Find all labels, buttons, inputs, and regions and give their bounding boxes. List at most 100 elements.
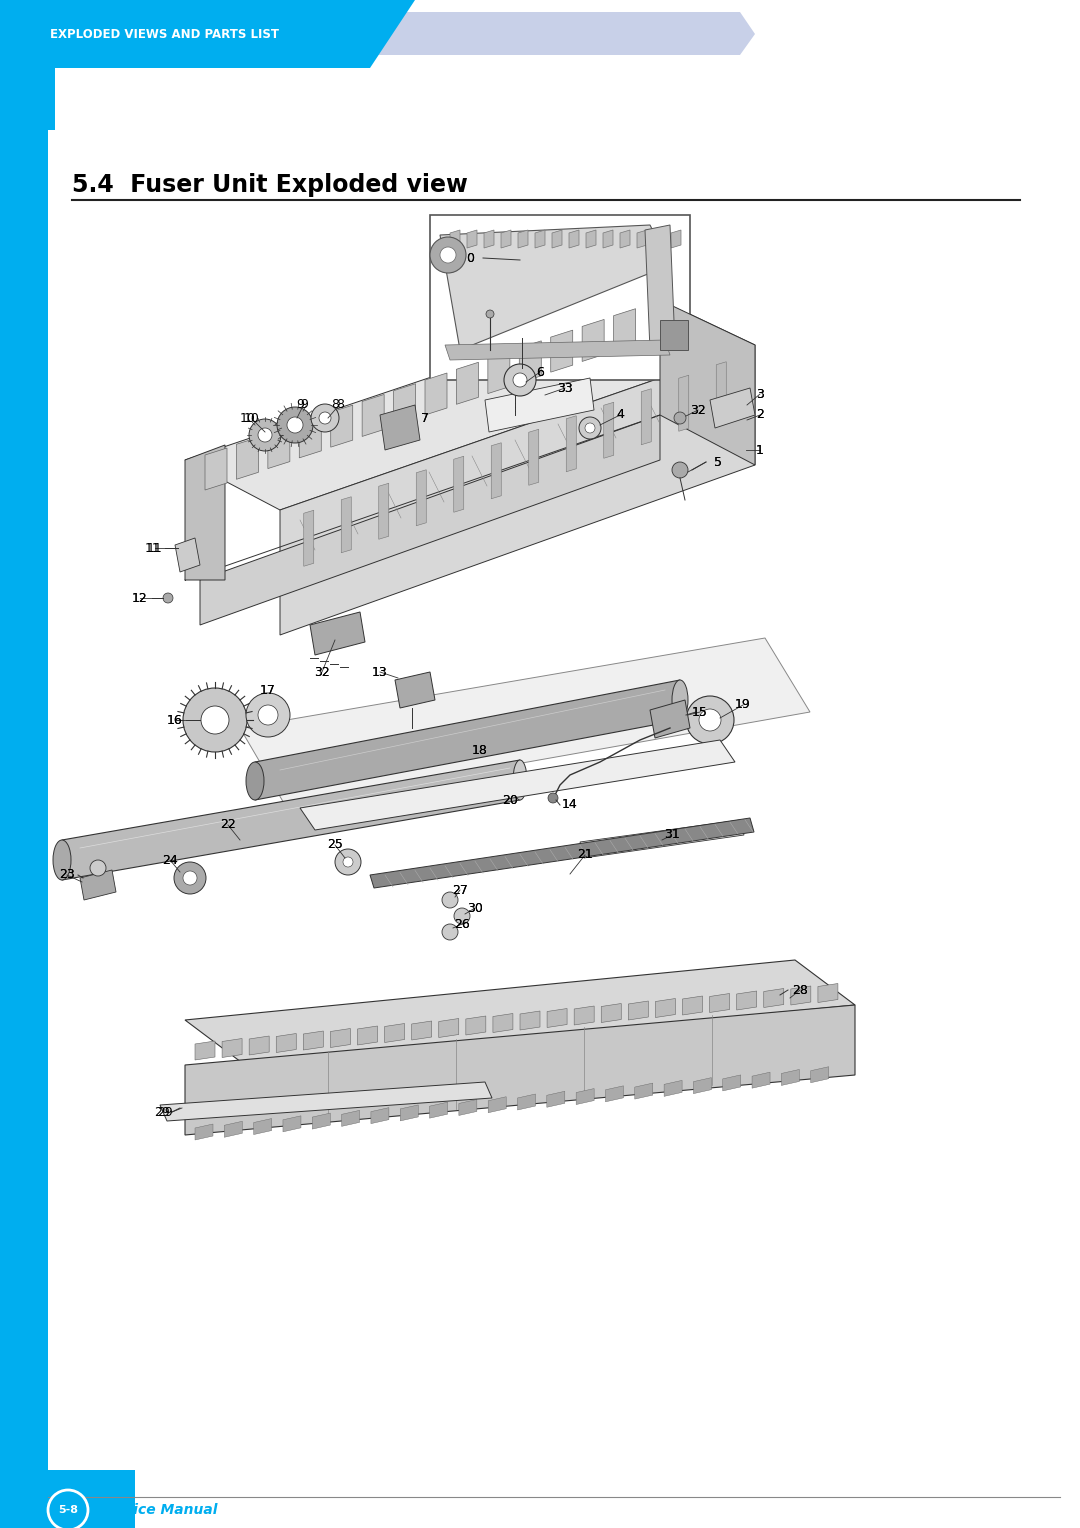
Polygon shape (580, 821, 744, 859)
Polygon shape (445, 341, 670, 361)
Text: 32: 32 (314, 666, 329, 678)
Circle shape (174, 862, 206, 894)
Text: 16: 16 (167, 714, 183, 726)
Polygon shape (654, 231, 664, 248)
Polygon shape (484, 231, 494, 248)
Circle shape (276, 406, 313, 443)
Text: 7: 7 (421, 411, 429, 425)
Polygon shape (517, 1094, 536, 1109)
Circle shape (90, 860, 106, 876)
Polygon shape (664, 1080, 683, 1097)
Text: 5-8: 5-8 (58, 1505, 78, 1514)
Polygon shape (629, 1001, 648, 1021)
Polygon shape (491, 443, 501, 498)
Text: 14: 14 (562, 799, 578, 811)
Circle shape (504, 364, 536, 396)
Polygon shape (752, 1073, 770, 1088)
Polygon shape (650, 700, 690, 738)
Circle shape (585, 423, 595, 432)
Polygon shape (416, 469, 427, 526)
Text: 6: 6 (536, 365, 544, 379)
Polygon shape (200, 416, 660, 625)
Polygon shape (569, 231, 579, 248)
Circle shape (442, 924, 458, 940)
Polygon shape (586, 231, 596, 248)
Text: 26: 26 (454, 917, 470, 931)
Polygon shape (280, 345, 755, 636)
Ellipse shape (53, 840, 71, 880)
Text: 23: 23 (59, 868, 75, 882)
Polygon shape (454, 457, 463, 512)
Polygon shape (255, 680, 680, 801)
Text: 9: 9 (296, 397, 303, 411)
Polygon shape (781, 1070, 799, 1085)
Bar (0, 130, 48, 1528)
Text: 11: 11 (145, 541, 161, 555)
Text: 1: 1 (756, 443, 764, 457)
Polygon shape (0, 0, 415, 69)
Text: 30: 30 (467, 902, 483, 914)
Polygon shape (637, 231, 647, 248)
Polygon shape (467, 231, 477, 248)
Text: 32: 32 (690, 403, 706, 417)
Text: 20: 20 (502, 793, 518, 807)
Polygon shape (370, 1108, 389, 1123)
Polygon shape (222, 1039, 242, 1057)
Text: 0: 0 (465, 252, 474, 264)
Polygon shape (330, 405, 353, 448)
Polygon shape (501, 231, 511, 248)
Text: 6: 6 (536, 365, 544, 379)
Text: 27: 27 (453, 883, 468, 897)
Polygon shape (62, 759, 519, 880)
Polygon shape (300, 740, 735, 830)
Ellipse shape (513, 759, 527, 801)
Circle shape (674, 413, 686, 423)
Text: 0: 0 (465, 252, 474, 264)
Polygon shape (582, 319, 604, 362)
Text: 17: 17 (260, 683, 275, 697)
Circle shape (201, 706, 229, 733)
Polygon shape (566, 416, 577, 472)
Text: 5: 5 (714, 455, 723, 469)
Polygon shape (488, 351, 510, 394)
Polygon shape (671, 231, 681, 248)
Text: 13: 13 (373, 666, 388, 678)
Polygon shape (237, 437, 258, 480)
Polygon shape (576, 1088, 594, 1105)
Text: 28: 28 (792, 984, 808, 996)
Polygon shape (276, 1033, 296, 1053)
Polygon shape (430, 1102, 447, 1118)
Polygon shape (185, 299, 755, 510)
Text: 3: 3 (756, 388, 764, 400)
Polygon shape (710, 993, 730, 1013)
Polygon shape (357, 1025, 378, 1045)
Circle shape (183, 688, 247, 752)
Text: 19: 19 (735, 698, 751, 712)
Circle shape (319, 413, 330, 423)
Text: 33: 33 (557, 382, 572, 394)
Polygon shape (175, 538, 200, 571)
Polygon shape (693, 1077, 712, 1094)
Polygon shape (457, 362, 478, 405)
Text: 3: 3 (756, 388, 764, 400)
Polygon shape (546, 1091, 565, 1108)
Text: 29: 29 (154, 1105, 170, 1118)
Circle shape (183, 871, 197, 885)
Polygon shape (80, 869, 116, 900)
Polygon shape (529, 429, 539, 486)
Text: 12: 12 (132, 591, 148, 605)
Polygon shape (683, 996, 702, 1015)
Text: 28: 28 (792, 984, 808, 996)
Polygon shape (283, 1115, 301, 1132)
Polygon shape (548, 1008, 567, 1027)
Polygon shape (426, 373, 447, 416)
Text: 1: 1 (756, 443, 764, 457)
Circle shape (430, 237, 465, 274)
Circle shape (343, 857, 353, 866)
Text: 10: 10 (240, 411, 256, 425)
Circle shape (440, 248, 456, 263)
Polygon shape (310, 613, 365, 656)
Text: 32: 32 (690, 403, 706, 417)
Polygon shape (341, 1111, 360, 1126)
Circle shape (486, 310, 494, 318)
